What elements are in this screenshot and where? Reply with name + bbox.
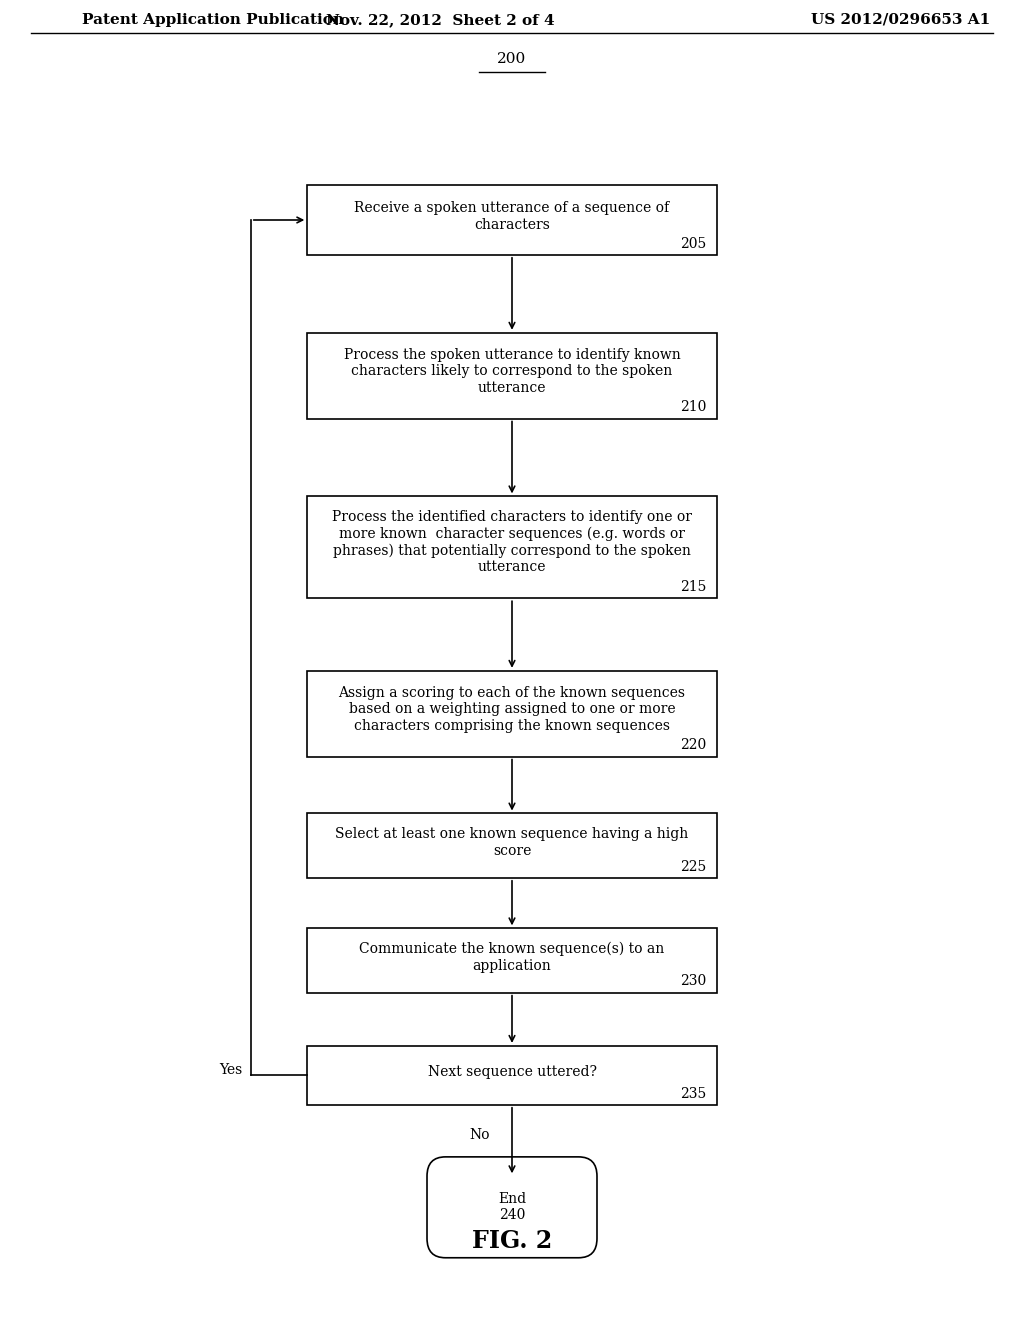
Text: Next sequence uttered?: Next sequence uttered? — [427, 1065, 597, 1080]
Text: Assign a scoring to each of the known sequences
based on a weighting assigned to: Assign a scoring to each of the known se… — [339, 686, 685, 733]
Text: 205: 205 — [680, 236, 707, 251]
FancyBboxPatch shape — [307, 185, 717, 255]
Text: Receive a spoken utterance of a sequence of
characters: Receive a spoken utterance of a sequence… — [354, 202, 670, 231]
Text: FIG. 2: FIG. 2 — [472, 1229, 552, 1253]
Text: Process the identified characters to identify one or
more known  character seque: Process the identified characters to ide… — [332, 511, 692, 574]
FancyBboxPatch shape — [427, 1156, 597, 1258]
FancyBboxPatch shape — [307, 333, 717, 418]
Text: 215: 215 — [680, 579, 707, 594]
FancyBboxPatch shape — [307, 928, 717, 993]
FancyBboxPatch shape — [307, 813, 717, 878]
Text: 220: 220 — [680, 738, 707, 752]
Text: 235: 235 — [680, 1086, 707, 1101]
Text: 225: 225 — [680, 859, 707, 874]
Text: 230: 230 — [680, 974, 707, 989]
Text: Communicate the known sequence(s) to an
application: Communicate the known sequence(s) to an … — [359, 942, 665, 973]
Text: Process the spoken utterance to identify known
characters likely to correspond t: Process the spoken utterance to identify… — [344, 348, 680, 395]
Text: No: No — [469, 1129, 489, 1142]
Text: Select at least one known sequence having a high
score: Select at least one known sequence havin… — [336, 828, 688, 858]
Text: 210: 210 — [680, 400, 707, 414]
Text: Yes: Yes — [219, 1063, 243, 1077]
Text: US 2012/0296653 A1: US 2012/0296653 A1 — [811, 13, 991, 26]
Text: Patent Application Publication: Patent Application Publication — [82, 13, 344, 26]
FancyBboxPatch shape — [307, 496, 717, 598]
Text: 200: 200 — [498, 53, 526, 66]
Text: End
240: End 240 — [498, 1192, 526, 1222]
FancyBboxPatch shape — [307, 671, 717, 756]
FancyBboxPatch shape — [307, 1045, 717, 1105]
Text: Nov. 22, 2012  Sheet 2 of 4: Nov. 22, 2012 Sheet 2 of 4 — [326, 13, 555, 26]
